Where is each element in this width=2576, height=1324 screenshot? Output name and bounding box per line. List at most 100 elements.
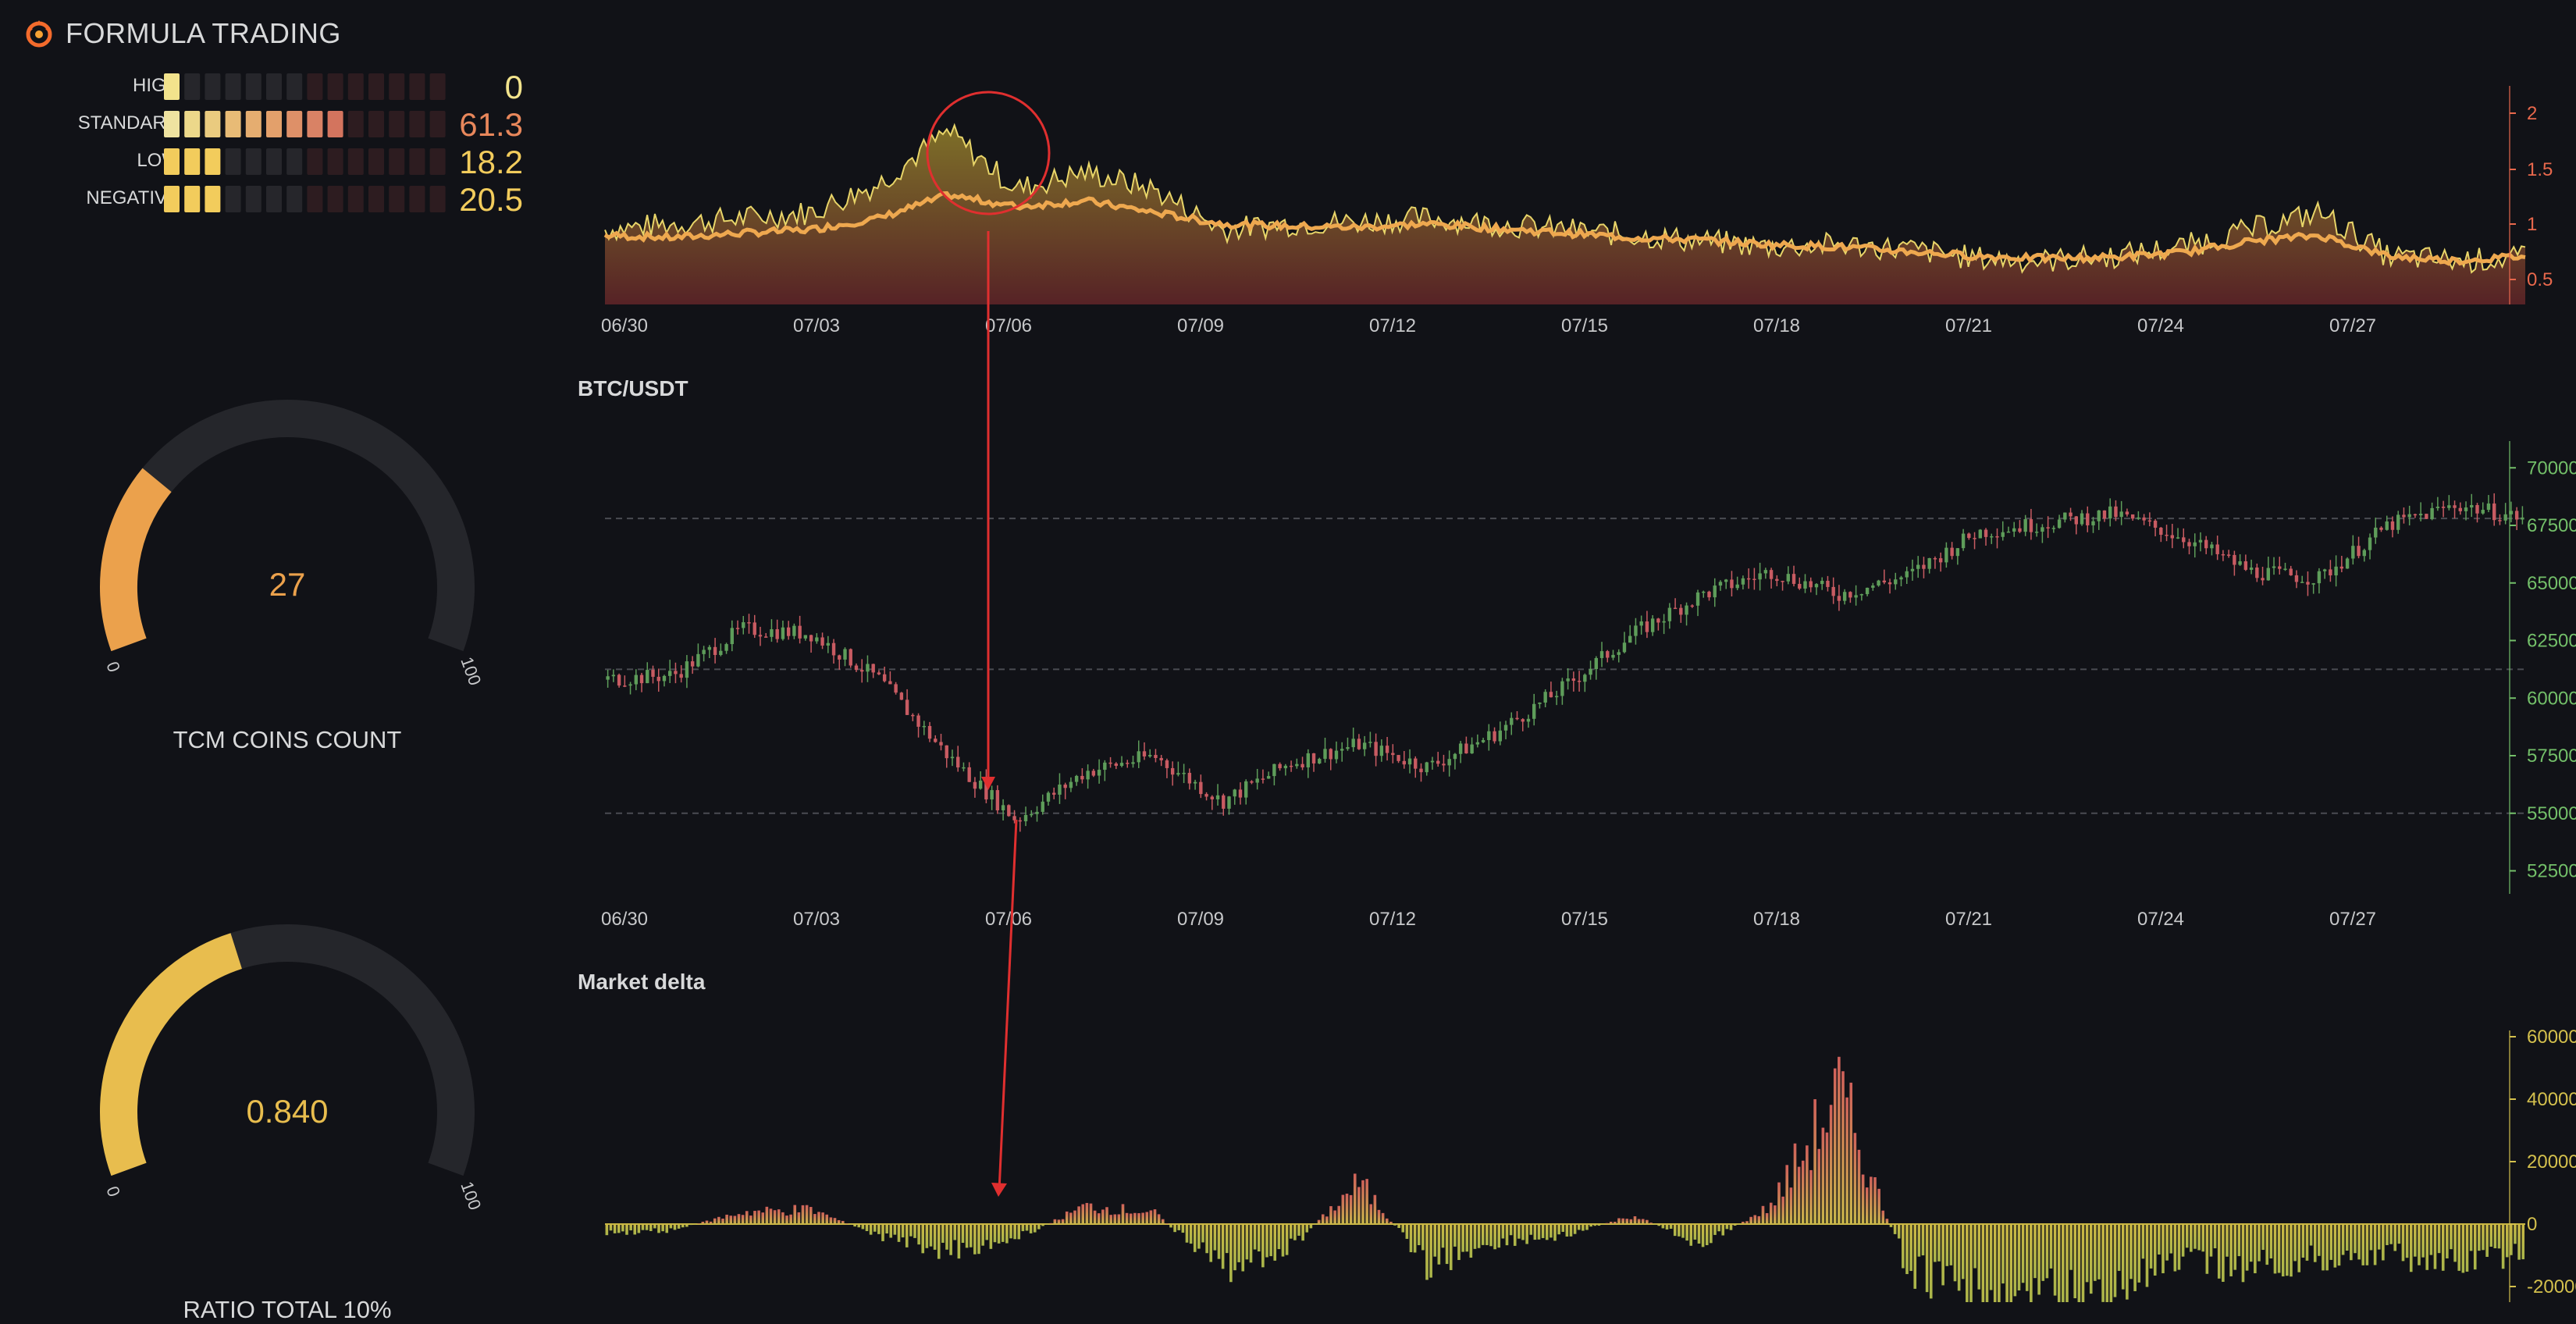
delta-bar <box>1621 1218 1624 1224</box>
arrow-head-icon <box>981 777 995 790</box>
candle-body <box>1503 724 1508 731</box>
candle-body <box>1730 579 1734 589</box>
delta-bar <box>1501 1224 1505 1239</box>
delta-bar <box>2437 1224 2441 1254</box>
delta-bar <box>1849 1082 1853 1224</box>
delta-bar <box>757 1210 760 1224</box>
delta-bar <box>777 1209 781 1224</box>
candle-body <box>1159 757 1163 760</box>
delta-bar <box>1609 1222 1613 1224</box>
candle-body <box>2233 554 2236 565</box>
bar-gauge-cell-empty <box>307 73 323 100</box>
delta-bar <box>1529 1224 1533 1235</box>
delta-bar <box>1465 1224 1469 1252</box>
grafana-logo-icon[interactable] <box>23 18 55 49</box>
delta-bar <box>2049 1224 2053 1269</box>
delta-bar <box>2501 1224 2505 1269</box>
delta-bar <box>1473 1224 1477 1249</box>
candle-body <box>2430 507 2434 519</box>
delta-bar <box>1881 1210 1885 1224</box>
candle-body <box>1791 574 1796 584</box>
market-delta-chart[interactable]: 60000 40000 20000 0 -20000 <box>562 1015 2576 1302</box>
delta-bar <box>1493 1224 1496 1250</box>
delta-bar <box>1781 1196 1784 1224</box>
candle-body <box>2368 537 2372 550</box>
delta-bar <box>1513 1224 1517 1246</box>
bar-gauge-cell-empty <box>409 186 425 212</box>
delta-bar <box>2457 1224 2461 1271</box>
delta-bar <box>1125 1212 1129 1224</box>
candle-body <box>978 780 983 789</box>
delta-bar <box>1105 1207 1108 1224</box>
bar-gauge-cell-empty <box>245 148 262 175</box>
candle-body <box>1204 794 1208 797</box>
delta-bar <box>1253 1224 1257 1250</box>
bar-gauge-cell-empty <box>409 148 425 175</box>
delta-bar <box>1729 1224 1733 1230</box>
bar-gauge-row-standard: STANDARD 61.3 <box>31 106 523 143</box>
delta-bar <box>2053 1224 2057 1296</box>
candle-body <box>2193 542 2197 546</box>
candle-body <box>707 646 712 650</box>
plot-area <box>603 123 2526 304</box>
btc-usdt-chart[interactable]: 70000 67500 65000 62500 60000 57500 55000 52500… <box>562 433 2576 937</box>
delta-bar <box>701 1221 705 1224</box>
delta-bar <box>1273 1224 1277 1261</box>
delta-panel-title[interactable]: Market delta <box>578 970 706 994</box>
bar-gauge-cell-filled <box>184 186 201 212</box>
bar-gauge-cells <box>164 111 446 137</box>
candle-body <box>973 781 977 789</box>
delta-bar <box>1557 1224 1560 1235</box>
bar-gauge-value: 61.3 <box>459 106 523 143</box>
candle-body <box>1035 811 1039 814</box>
delta-bar <box>1029 1224 1033 1233</box>
candle-body <box>770 629 774 637</box>
dashboard-title[interactable]: FORMULA TRADING <box>66 17 341 49</box>
candle-body <box>735 628 740 629</box>
y-tick-label: 52500 <box>2527 861 2576 882</box>
delta-bar <box>2301 1224 2305 1258</box>
delta-bar <box>961 1224 965 1243</box>
candle-body <box>2074 516 2078 525</box>
candle-body <box>1702 591 1706 593</box>
delta-bar <box>605 1224 609 1236</box>
candle-body <box>1255 778 1259 783</box>
candle-body <box>1074 775 1079 782</box>
candle-body <box>2091 521 2095 525</box>
delta-bar <box>1249 1224 1253 1263</box>
candle-body <box>646 670 649 684</box>
candle-body <box>668 671 672 676</box>
delta-bar <box>2510 1224 2513 1255</box>
candle-body <box>1521 719 1525 722</box>
candle-body <box>2086 513 2090 525</box>
delta-bar <box>885 1224 888 1234</box>
delta-bar <box>2173 1224 2177 1272</box>
delta-bar <box>1297 1224 1300 1236</box>
candle-body <box>1340 749 1344 751</box>
ratio-chart[interactable]: 21.510.5 06/30 07/03 07/06 07/09 07/12 07/15 0… <box>562 74 2576 343</box>
candle-body <box>758 635 763 637</box>
candle-body <box>911 714 915 717</box>
candle-body <box>1859 594 1864 596</box>
delta-bar <box>2237 1224 2241 1257</box>
delta-bar <box>2469 1224 2473 1251</box>
delta-bar <box>1669 1224 1673 1230</box>
delta-bar <box>681 1224 685 1228</box>
delta-bar <box>1005 1224 1009 1244</box>
delta-bar <box>1710 1224 1713 1244</box>
bar-gauge-cell-filled <box>184 111 201 137</box>
bar-gauge-cell-empty <box>327 73 343 100</box>
delta-bar <box>645 1224 649 1230</box>
delta-bar <box>1829 1105 1833 1224</box>
candle-body <box>905 699 909 715</box>
btc-panel-title[interactable]: BTC/USDT <box>578 376 688 400</box>
delta-bar <box>1505 1224 1509 1246</box>
candle-body <box>1526 718 1531 722</box>
candle-body <box>1154 755 1158 758</box>
candle-body <box>831 642 836 656</box>
delta-bar <box>1934 1224 1937 1262</box>
delta-bar <box>1838 1056 1841 1224</box>
delta-bar <box>2249 1224 2253 1262</box>
candle-body <box>1182 772 1186 774</box>
bar-gauge-cell-empty <box>286 73 303 100</box>
